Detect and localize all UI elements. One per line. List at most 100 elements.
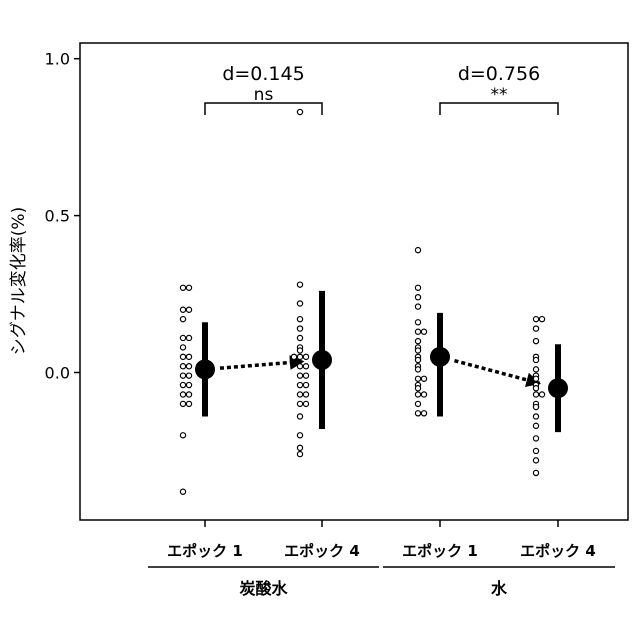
data-point [303, 401, 308, 406]
data-point [415, 248, 420, 253]
y-tick-label: 0.5 [45, 207, 70, 226]
data-point [291, 354, 296, 359]
data-point [297, 335, 302, 340]
data-point [297, 414, 302, 419]
group-label: 水 [491, 579, 508, 598]
trend-arrow [220, 361, 303, 368]
x-tick-label: エポック 1 [402, 542, 478, 560]
data-point [297, 109, 302, 114]
data-point [533, 367, 538, 372]
data-point [415, 348, 420, 353]
data-point [186, 392, 191, 397]
data-point [297, 373, 302, 378]
data-point [421, 376, 426, 381]
data-point [303, 364, 308, 369]
data-point [415, 320, 420, 325]
data-point [180, 335, 185, 340]
trend-arrow [454, 361, 539, 384]
data-point [186, 364, 191, 369]
data-point [180, 373, 185, 378]
data-point [180, 489, 185, 494]
mean-marker [312, 350, 332, 370]
data-point [297, 282, 302, 287]
data-point [180, 364, 185, 369]
mean-marker [430, 347, 450, 367]
data-point [180, 345, 185, 350]
data-point [297, 392, 302, 397]
data-point [533, 404, 538, 409]
data-point [186, 401, 191, 406]
data-point [415, 367, 420, 372]
data-point [415, 295, 420, 300]
data-point [297, 317, 302, 322]
y-axis-label: シグナル変化率(%) [9, 207, 29, 355]
y-axis: 1.0 0.5 0.0 [45, 50, 80, 383]
data-point [186, 285, 191, 290]
data-point [180, 354, 185, 359]
data-point [180, 285, 185, 290]
data-point [303, 382, 308, 387]
data-marks: d=0.145ns d=0.756** [180, 63, 568, 494]
data-point [186, 307, 191, 312]
data-point [421, 411, 426, 416]
data-point [297, 433, 302, 438]
data-point [533, 392, 538, 397]
data-point [297, 364, 302, 369]
data-point [415, 411, 420, 416]
data-point [533, 339, 538, 344]
data-point [186, 382, 191, 387]
data-point [415, 401, 420, 406]
data-point [533, 458, 538, 463]
data-point [297, 451, 302, 456]
data-point [415, 376, 420, 381]
data-point [180, 433, 185, 438]
data-point [303, 373, 308, 378]
data-point [415, 285, 420, 290]
data-point [297, 301, 302, 306]
data-point [415, 357, 420, 362]
effect-size-label: d=0.145 [222, 63, 304, 85]
data-point [297, 354, 302, 359]
mean-marker [548, 378, 568, 398]
significance-label: ** [491, 85, 508, 105]
significance-label: ns [254, 85, 274, 105]
data-point [297, 445, 302, 450]
data-point [186, 335, 191, 340]
data-point [533, 357, 538, 362]
data-point [539, 317, 544, 322]
data-point [297, 348, 302, 353]
data-point [421, 329, 426, 334]
x-tick-label: エポック 4 [520, 542, 596, 560]
data-point [533, 386, 538, 391]
data-point [180, 382, 185, 387]
data-point [415, 386, 420, 391]
data-point [415, 392, 420, 397]
x-tick-label: エポック 1 [167, 542, 243, 560]
data-point [421, 392, 426, 397]
plot-frame [80, 43, 628, 520]
data-point [180, 392, 185, 397]
group-label: 炭酸水 [239, 579, 288, 598]
data-point [415, 304, 420, 309]
y-tick-label: 0.0 [45, 364, 70, 383]
effect-size-label: d=0.756 [458, 63, 540, 85]
data-point [533, 470, 538, 475]
data-point [533, 448, 538, 453]
y-tick-label: 1.0 [45, 50, 70, 69]
mean-marker [195, 359, 215, 379]
data-point [415, 329, 420, 334]
data-point [180, 401, 185, 406]
data-point [180, 317, 185, 322]
data-point [297, 326, 302, 331]
data-point [533, 423, 538, 428]
data-point [533, 326, 538, 331]
data-point [533, 436, 538, 441]
data-point [533, 317, 538, 322]
data-point [533, 414, 538, 419]
data-point [415, 339, 420, 344]
data-point [297, 401, 302, 406]
data-point [303, 354, 308, 359]
data-point [297, 382, 302, 387]
x-axis: エポック 1エポック 4エポック 1エポック 4炭酸水水 [148, 520, 615, 598]
